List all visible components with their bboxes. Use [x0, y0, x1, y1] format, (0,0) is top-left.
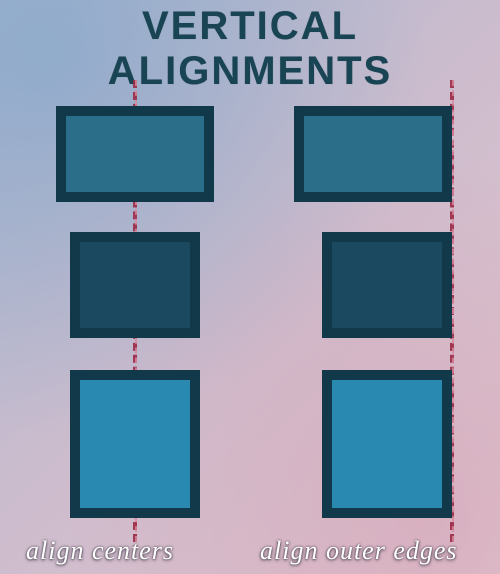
left-box-2	[70, 232, 200, 338]
right-box-3	[322, 370, 452, 518]
caption-align-edges: align outer edges	[260, 536, 458, 566]
caption-align-centers: align centers	[26, 536, 174, 566]
left-box-3	[70, 370, 200, 518]
right-box-2	[322, 232, 452, 338]
right-box-1	[294, 106, 452, 202]
diagram-canvas: VERTICAL ALIGNMENTS align centers align …	[0, 0, 500, 574]
left-box-1	[56, 106, 214, 202]
page-title: VERTICAL ALIGNMENTS	[0, 4, 500, 94]
